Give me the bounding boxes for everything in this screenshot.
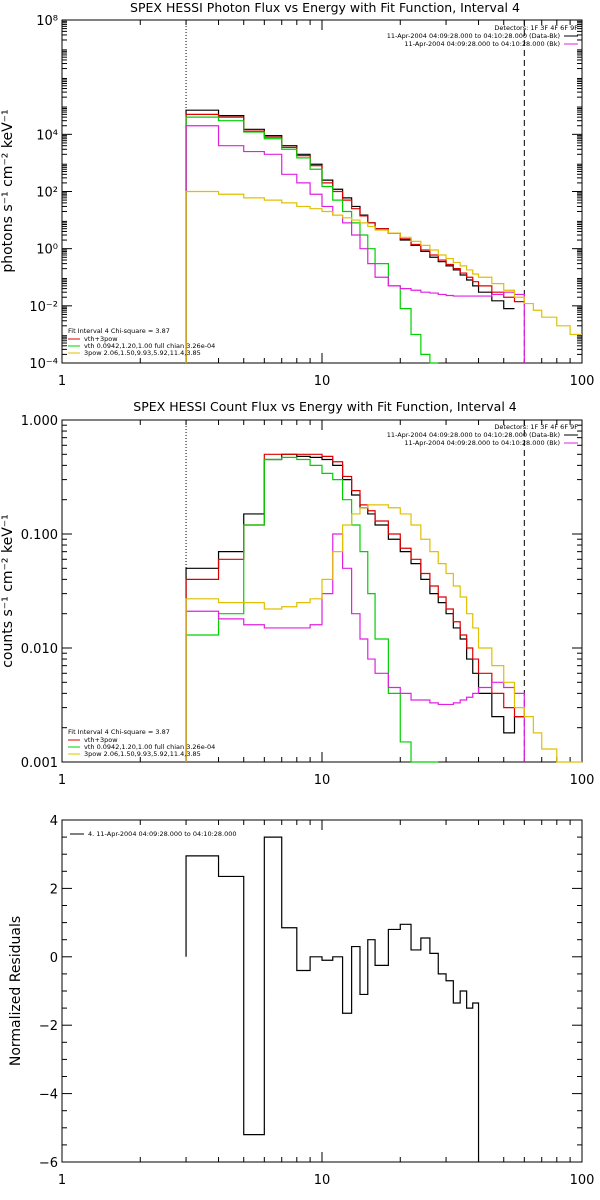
photon-time-line-bk: 11-Apr-2004 04:09:28.000 to 04:10:28.000… [404,40,560,48]
count-y-tick-label: 0.100 [21,528,58,543]
count-series-group [185,420,582,763]
photon-y-tick-label: 10⁰ [36,243,58,258]
photon-legend-vthpow: vth+3pow [84,335,118,343]
residuals-y-tick-label: −4 [39,1088,58,1103]
photon-y-tick-label: 10⁻² [29,300,58,315]
residuals-y-tick-label: 0 [50,951,58,966]
count-y-tick-label: 1.000 [21,414,58,429]
count-legend-vthpow: vth+3pow [84,736,118,744]
photon-x-tick-label: 1 [58,374,66,389]
count-x-tick-label: 100 [570,773,595,788]
photon-series-data-bk [185,109,515,363]
count-flux-panel: SPEX HESSI Count Flux vs Energy with Fit… [0,399,594,788]
count-series-3pow [185,504,582,763]
count-y-tick-label: 0.010 [21,642,58,657]
count-legend-3pow: 3pow 2.06,1.50,9.93,5.92,11.4,3.85 [84,750,201,758]
photon-legend-fit-line: Fit Interval 4 Chi-square = 3.87 [68,327,170,335]
residuals-y-tick-label: 2 [50,882,58,897]
count-x-tick-label: 10 [314,773,331,788]
residuals-legend-text: 4. 11-Apr-2004 04:09:28.000 to 04:10:28.… [88,830,237,838]
photon-y-axis-label: photons s⁻¹ cm⁻² keV⁻¹ [0,109,16,272]
residuals-x-tick-label: 100 [570,1173,595,1188]
photon-series-3pow [185,190,582,363]
residuals-legend: 4. 11-Apr-2004 04:09:28.000 to 04:10:28.… [70,830,237,838]
photon-legend-3pow: 3pow 2.06,1.50,9.93,5.92,11.4,3.85 [84,349,201,357]
photon-y-tick-label: 10⁸ [36,14,58,29]
photon-x-tick-label: 100 [570,374,595,389]
photon-y-tick-label: 10² [36,186,58,201]
photon-axis-ticks: 1 10 100 10⁻⁴ 10⁻² 10⁰ 10² 10⁴ 10⁸ [29,14,594,389]
count-time-line-bk: 11-Apr-2004 04:09:28.000 to 04:10:28.000… [404,439,560,447]
photon-legend: Fit Interval 4 Chi-square = 3.87 vth+3po… [68,327,215,357]
count-time-line-databk: 11-Apr-2004 04:09:28.000 to 04:10:28.000… [387,431,560,439]
residuals-panel: Normalized Residuals 1 10 100 −6 −4 −2 0 2 4 4. … [8,814,594,1188]
photon-flux-panel: SPEX HESSI Photon Flux vs Energy with Fi… [0,0,594,389]
photon-series-group [185,20,582,364]
count-x-tick-label: 1 [58,773,66,788]
count-chart-title: SPEX HESSI Count Flux vs Energy with Fit… [133,399,516,414]
count-legend: Fit Interval 4 Chi-square = 3.87 vth+3po… [68,728,215,758]
photon-chart-title: SPEX HESSI Photon Flux vs Energy with Fi… [130,0,520,15]
photon-y-tick-label: 10⁴ [36,128,58,143]
count-y-axis-label: counts s⁻¹ cm⁻² keV⁻¹ [0,514,16,668]
residuals-axis-ticks: 1 10 100 −6 −4 −2 0 2 4 [39,814,595,1188]
photon-time-line-databk: 11-Apr-2004 04:09:28.000 to 04:10:28.000… [387,32,560,40]
residuals-y-tick-label: 4 [50,814,58,829]
residuals-y-axis-label: Normalized Residuals [8,916,24,1066]
photon-series-vth [185,116,439,364]
photon-x-tick-label: 10 [314,374,331,389]
count-legend-vth: vth 0.0942,1.20,1.00 full chian 3.26e-04 [84,743,215,751]
count-legend-fit-line: Fit Interval 4 Chi-square = 3.87 [68,728,170,736]
residuals-series-group [185,836,480,1162]
count-axis-ticks: 1 10 100 0.001 0.010 0.100 1.000 [21,414,595,788]
photon-legend-vth: vth 0.0942,1.20,1.00 full chian 3.26e-04 [84,342,215,350]
photon-header-text: Detectors: 1F 3F 4F 6F 9F 11-Apr-2004 04… [387,24,579,48]
residuals-plot-frame [61,819,583,1163]
photon-detectors-line: Detectors: 1F 3F 4F 6F 9F [494,24,578,32]
count-detectors-line: Detectors: 1F 3F 4F 6F 9F [494,423,578,431]
count-series-vth [185,456,439,763]
count-header-text: Detectors: 1F 3F 4F 6F 9F 11-Apr-2004 04… [387,423,579,447]
photon-series-vth-3pow [185,113,525,363]
photon-y-tick-label: 10⁻⁴ [29,357,58,372]
residuals-y-tick-label: −6 [39,1156,58,1171]
residuals-y-tick-label: −2 [39,1019,58,1034]
photon-series-bk [185,125,525,363]
residuals-x-tick-label: 10 [314,1173,331,1188]
count-y-tick-label: 0.001 [21,756,58,771]
residuals-x-tick-label: 1 [58,1173,66,1188]
count-series-vth-3pow [185,453,525,762]
count-series-bk [185,533,525,762]
count-series-data-bk [185,453,525,762]
residuals-series-residuals [185,836,480,1162]
photon-plot-frame [61,19,583,364]
